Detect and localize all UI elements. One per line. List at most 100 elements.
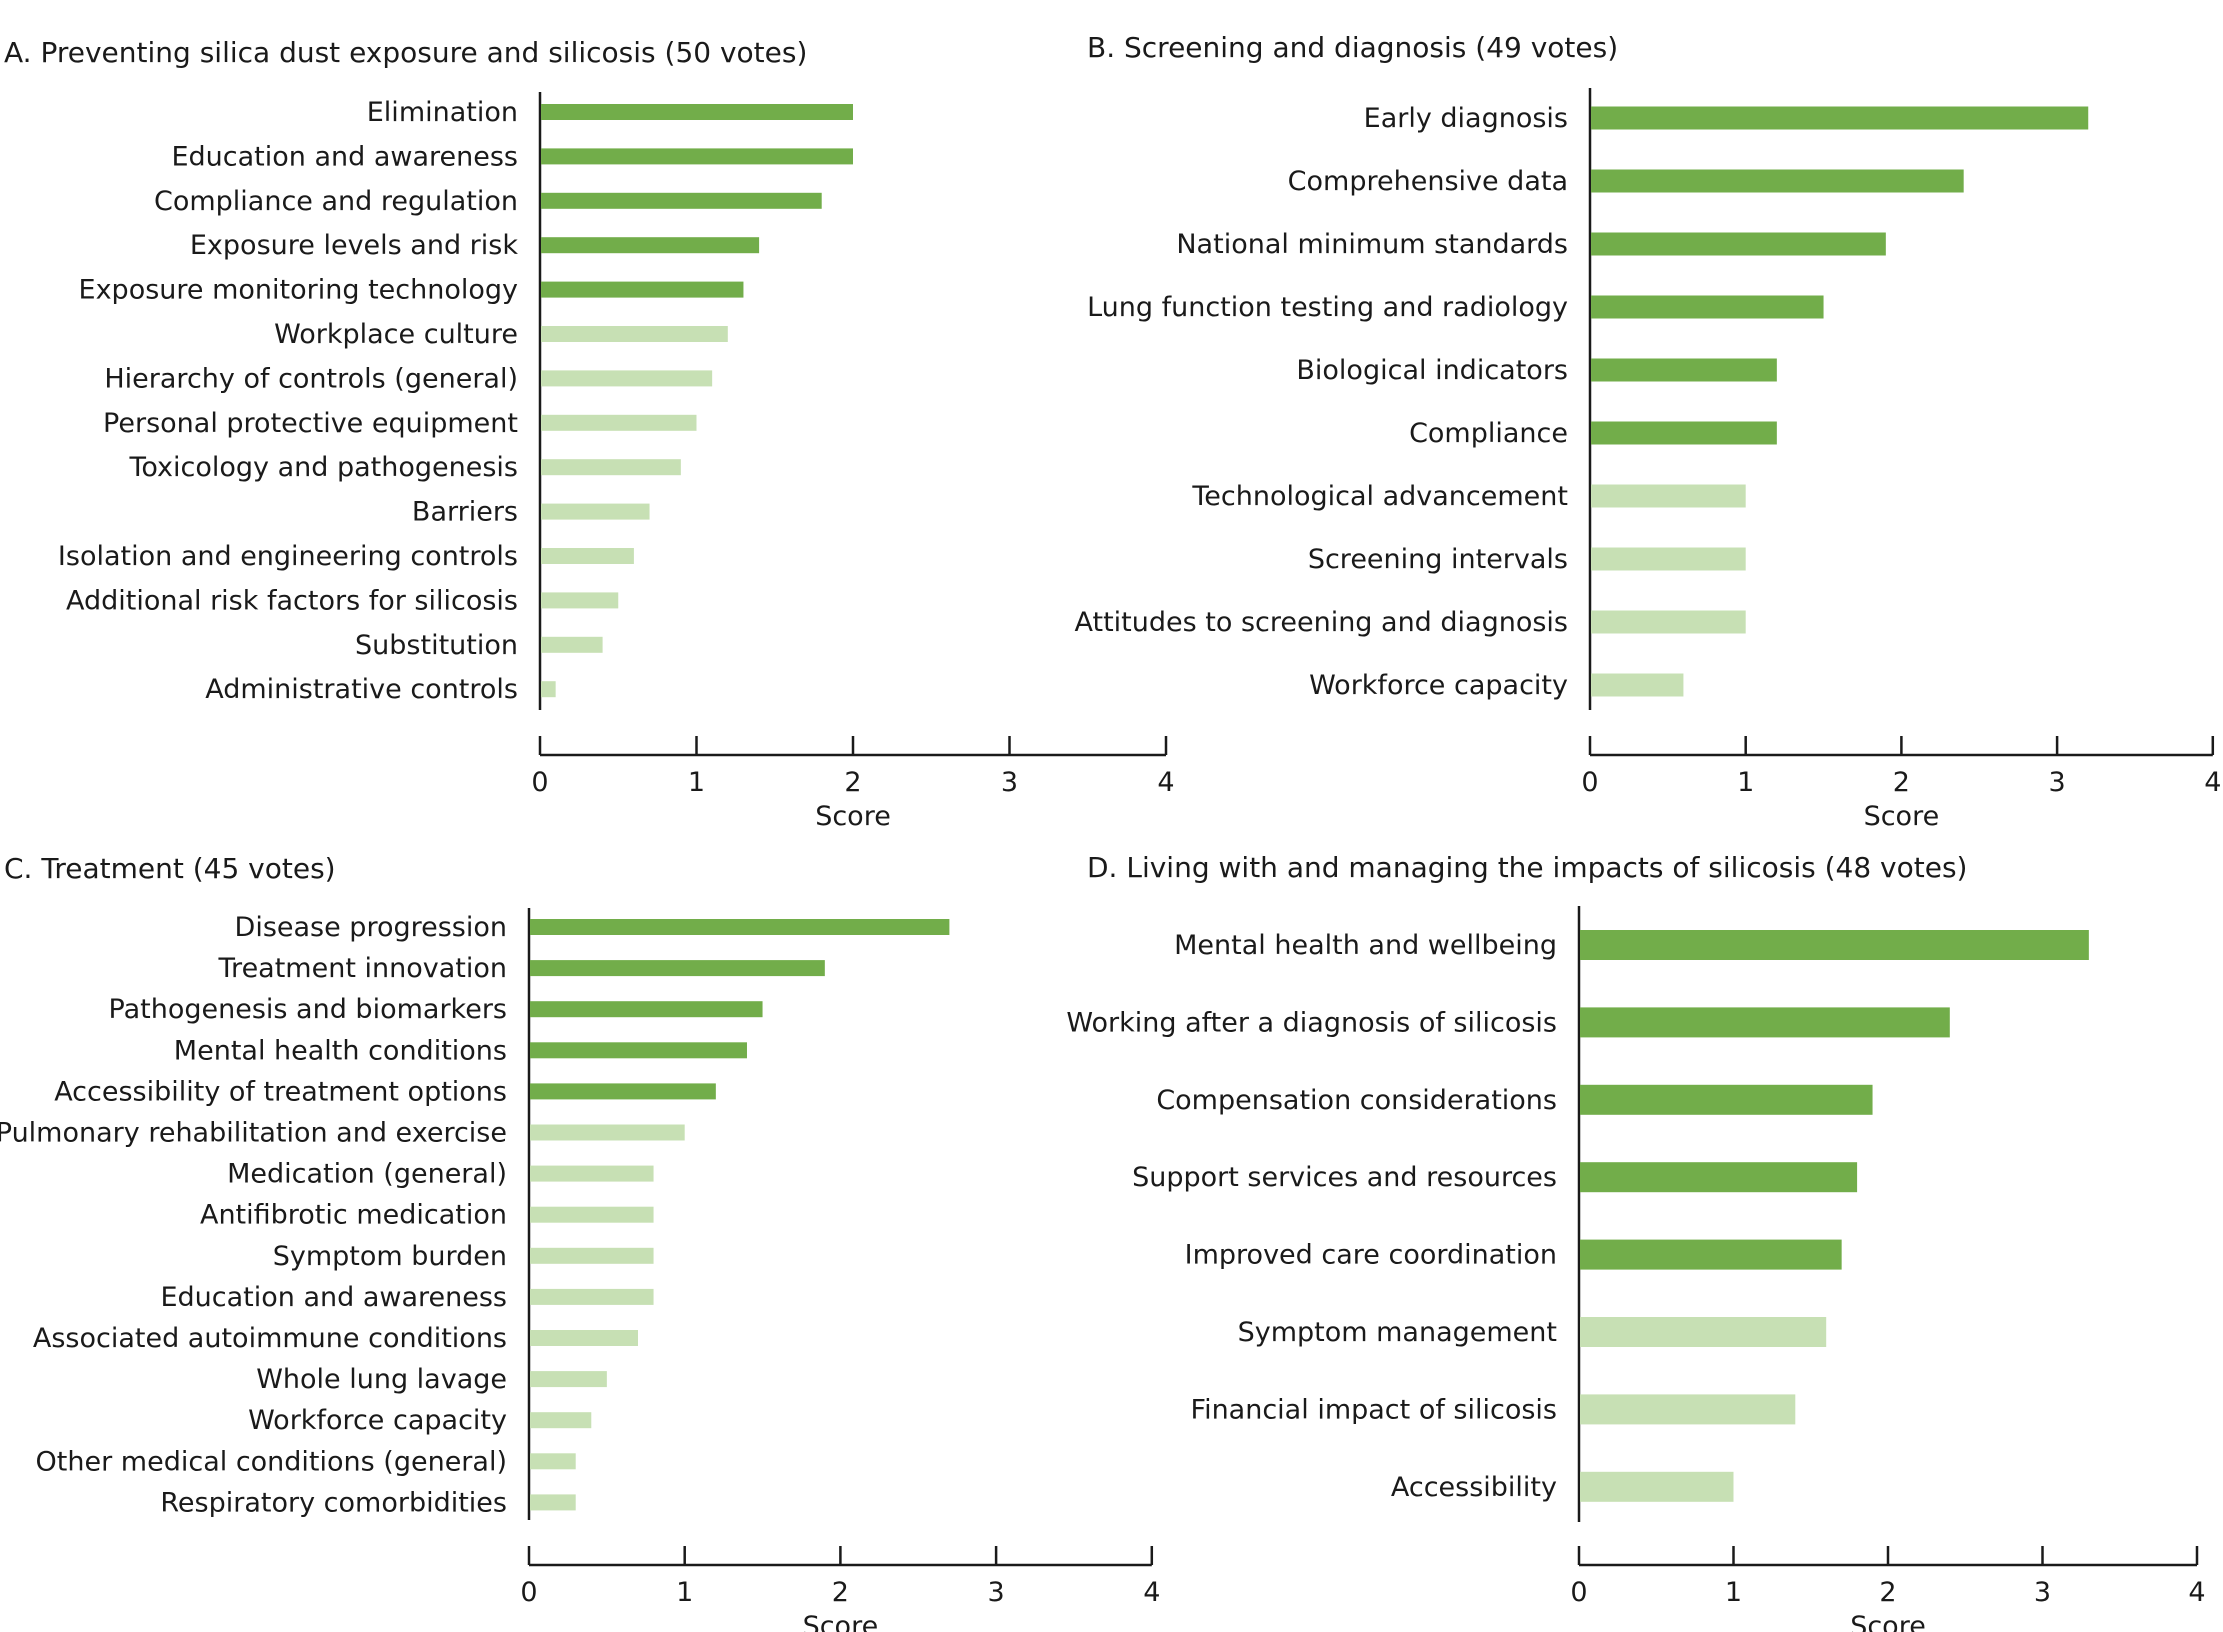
bar-improved-care-coordination xyxy=(1580,1239,1842,1270)
x-tick-label: 2 xyxy=(832,1577,849,1608)
category-label: Hierarchy of controls (general) xyxy=(104,363,518,394)
category-label: Other medical conditions (general) xyxy=(36,1446,507,1477)
panel-title: D. Living with and managing the impacts … xyxy=(1087,851,1967,884)
bar-isolation-and-engineering-controls xyxy=(541,548,634,564)
x-tick-label: 3 xyxy=(1001,767,1018,798)
bar-substitution xyxy=(541,636,603,653)
bar-treatment-innovation xyxy=(530,960,825,977)
bar-hierarchy-of-controls-general xyxy=(541,370,713,387)
category-label: Additional risk factors for silicosis xyxy=(66,585,518,616)
x-tick-label: 1 xyxy=(1737,767,1754,798)
x-tick-label: 3 xyxy=(2034,1577,2051,1608)
category-label: National minimum standards xyxy=(1176,229,1568,260)
category-label: Pathogenesis and biomarkers xyxy=(109,994,507,1025)
panel-d-living-with-silicosis: D. Living with and managing the impacts … xyxy=(1066,851,2205,1632)
x-tick-label: 3 xyxy=(2049,767,2066,798)
x-axis-title: Score xyxy=(815,801,891,832)
bar-elimination xyxy=(541,104,853,120)
bar-workforce-capacity xyxy=(1591,673,1684,697)
category-label: Workplace culture xyxy=(274,319,518,350)
bar-compliance xyxy=(1591,421,1777,445)
category-label: Support services and resources xyxy=(1132,1162,1557,1193)
category-label: Elimination xyxy=(367,97,518,128)
bar-whole-lung-lavage xyxy=(530,1371,607,1388)
category-label: Respiratory comorbidities xyxy=(160,1487,507,1518)
category-label: Working after a diagnosis of silicosis xyxy=(1066,1007,1557,1038)
category-label: Administrative controls xyxy=(205,674,518,705)
x-tick-label: 4 xyxy=(1143,1577,1160,1608)
category-label: Mental health conditions xyxy=(174,1035,507,1066)
category-label: Isolation and engineering controls xyxy=(58,541,518,572)
bar-pathogenesis-and-biomarkers xyxy=(530,1001,763,1018)
panel-title: B. Screening and diagnosis (49 votes) xyxy=(1087,31,1618,64)
bar-disease-progression xyxy=(530,919,950,935)
x-axis-title: Score xyxy=(1864,801,1940,832)
bar-working-after-a-diagnosis-of-silicosis xyxy=(1580,1007,1950,1038)
category-label: Symptom management xyxy=(1238,1317,1557,1348)
category-label: Comprehensive data xyxy=(1288,166,1568,197)
x-tick-label: 4 xyxy=(2188,1577,2205,1608)
bar-biological-indicators xyxy=(1591,358,1777,382)
category-label: Early diagnosis xyxy=(1364,103,1568,134)
bar-barriers xyxy=(541,503,650,520)
bar-accessibility xyxy=(1580,1471,1734,1502)
x-tick-label: 1 xyxy=(688,767,705,798)
bar-financial-impact-of-silicosis xyxy=(1580,1394,1796,1425)
bar-associated-autoimmune-conditions xyxy=(530,1330,638,1346)
category-label: Education and awareness xyxy=(171,141,518,172)
category-label: Workforce capacity xyxy=(1309,670,1568,701)
bar-technological-advancement xyxy=(1591,484,1746,508)
bar-attitudes-to-screening-and-diagnosis xyxy=(1591,610,1746,634)
x-tick-label: 1 xyxy=(676,1577,693,1608)
x-tick-label: 0 xyxy=(531,767,548,798)
panel-b-screening-diagnosis: B. Screening and diagnosis (49 votes) Ear… xyxy=(1074,31,2221,832)
x-tick-label: 1 xyxy=(1725,1577,1742,1608)
category-label: Accessibility of treatment options xyxy=(54,1076,507,1107)
bar-antifibrotic-medication xyxy=(530,1206,654,1223)
bar-lung-function-testing-and-radiology xyxy=(1591,295,1824,319)
category-label: Associated autoimmune conditions xyxy=(33,1323,507,1354)
bar-respiratory-comorbidities xyxy=(530,1494,576,1511)
x-tick-label: 0 xyxy=(1581,767,1598,798)
category-label: Disease progression xyxy=(235,912,507,943)
category-label: Compliance xyxy=(1409,418,1568,449)
bar-workplace-culture xyxy=(541,326,728,342)
bar-accessibility-of-treatment-options xyxy=(530,1083,716,1100)
category-label: Substitution xyxy=(355,630,518,661)
category-label: Technological advancement xyxy=(1191,481,1568,512)
bar-comprehensive-data xyxy=(1591,169,1964,193)
category-label: Symptom burden xyxy=(273,1241,507,1272)
category-label: Attitudes to screening and diagnosis xyxy=(1074,607,1568,638)
bar-mental-health-and-wellbeing xyxy=(1580,930,2089,960)
bar-administrative-controls xyxy=(541,681,556,698)
category-label: Exposure levels and risk xyxy=(190,230,518,261)
bar-national-minimum-standards xyxy=(1591,232,1886,256)
panel-title: A. Preventing silica dust exposure and s… xyxy=(4,36,807,69)
x-tick-label: 4 xyxy=(1157,767,1174,798)
category-label: Financial impact of silicosis xyxy=(1191,1394,1558,1425)
bar-compliance-and-regulation xyxy=(541,192,822,209)
category-label: Medication (general) xyxy=(227,1159,507,1190)
bar-symptom-burden xyxy=(530,1247,654,1264)
bar-other-medical-conditions-general xyxy=(530,1453,576,1470)
category-label: Workforce capacity xyxy=(248,1405,507,1436)
category-label: Improved care coordination xyxy=(1185,1240,1557,1271)
category-label: Toxicology and pathogenesis xyxy=(128,452,518,483)
category-label: Biological indicators xyxy=(1296,355,1568,386)
category-label: Education and awareness xyxy=(160,1282,507,1313)
category-label: Barriers xyxy=(412,497,518,528)
bar-toxicology-and-pathogenesis xyxy=(541,459,681,476)
bar-workforce-capacity xyxy=(530,1412,592,1429)
x-tick-label: 3 xyxy=(988,1577,1005,1608)
bar-screening-intervals xyxy=(1591,547,1746,571)
bar-personal-protective-equipment xyxy=(541,414,697,431)
x-tick-label: 4 xyxy=(2204,767,2221,798)
category-label: Screening intervals xyxy=(1308,544,1568,575)
bar-symptom-management xyxy=(1580,1317,1827,1347)
x-tick-label: 2 xyxy=(844,767,861,798)
panel-a-preventing-exposure: A. Preventing silica dust exposure and s… xyxy=(4,36,1175,832)
bar-education-and-awareness xyxy=(541,148,853,165)
category-label: Compensation considerations xyxy=(1156,1085,1557,1116)
x-tick-label: 0 xyxy=(520,1577,537,1608)
